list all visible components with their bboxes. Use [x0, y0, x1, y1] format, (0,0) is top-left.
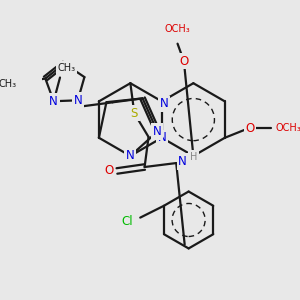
Text: N: N: [126, 149, 135, 162]
Text: OCH₃: OCH₃: [165, 25, 190, 34]
Text: N: N: [160, 97, 169, 110]
Text: N: N: [74, 94, 82, 107]
Text: S: S: [130, 107, 138, 120]
Text: N: N: [49, 95, 58, 108]
Text: OCH₃: OCH₃: [275, 123, 300, 133]
Text: N: N: [153, 125, 162, 138]
Text: Cl: Cl: [122, 215, 134, 228]
Text: O: O: [179, 55, 188, 68]
Text: O: O: [245, 122, 255, 135]
Text: H: H: [190, 152, 197, 162]
Text: CH₃: CH₃: [57, 63, 75, 73]
Text: O: O: [104, 164, 114, 178]
Text: CH₃: CH₃: [0, 79, 16, 89]
Text: N: N: [178, 155, 187, 168]
Text: N: N: [158, 131, 166, 144]
